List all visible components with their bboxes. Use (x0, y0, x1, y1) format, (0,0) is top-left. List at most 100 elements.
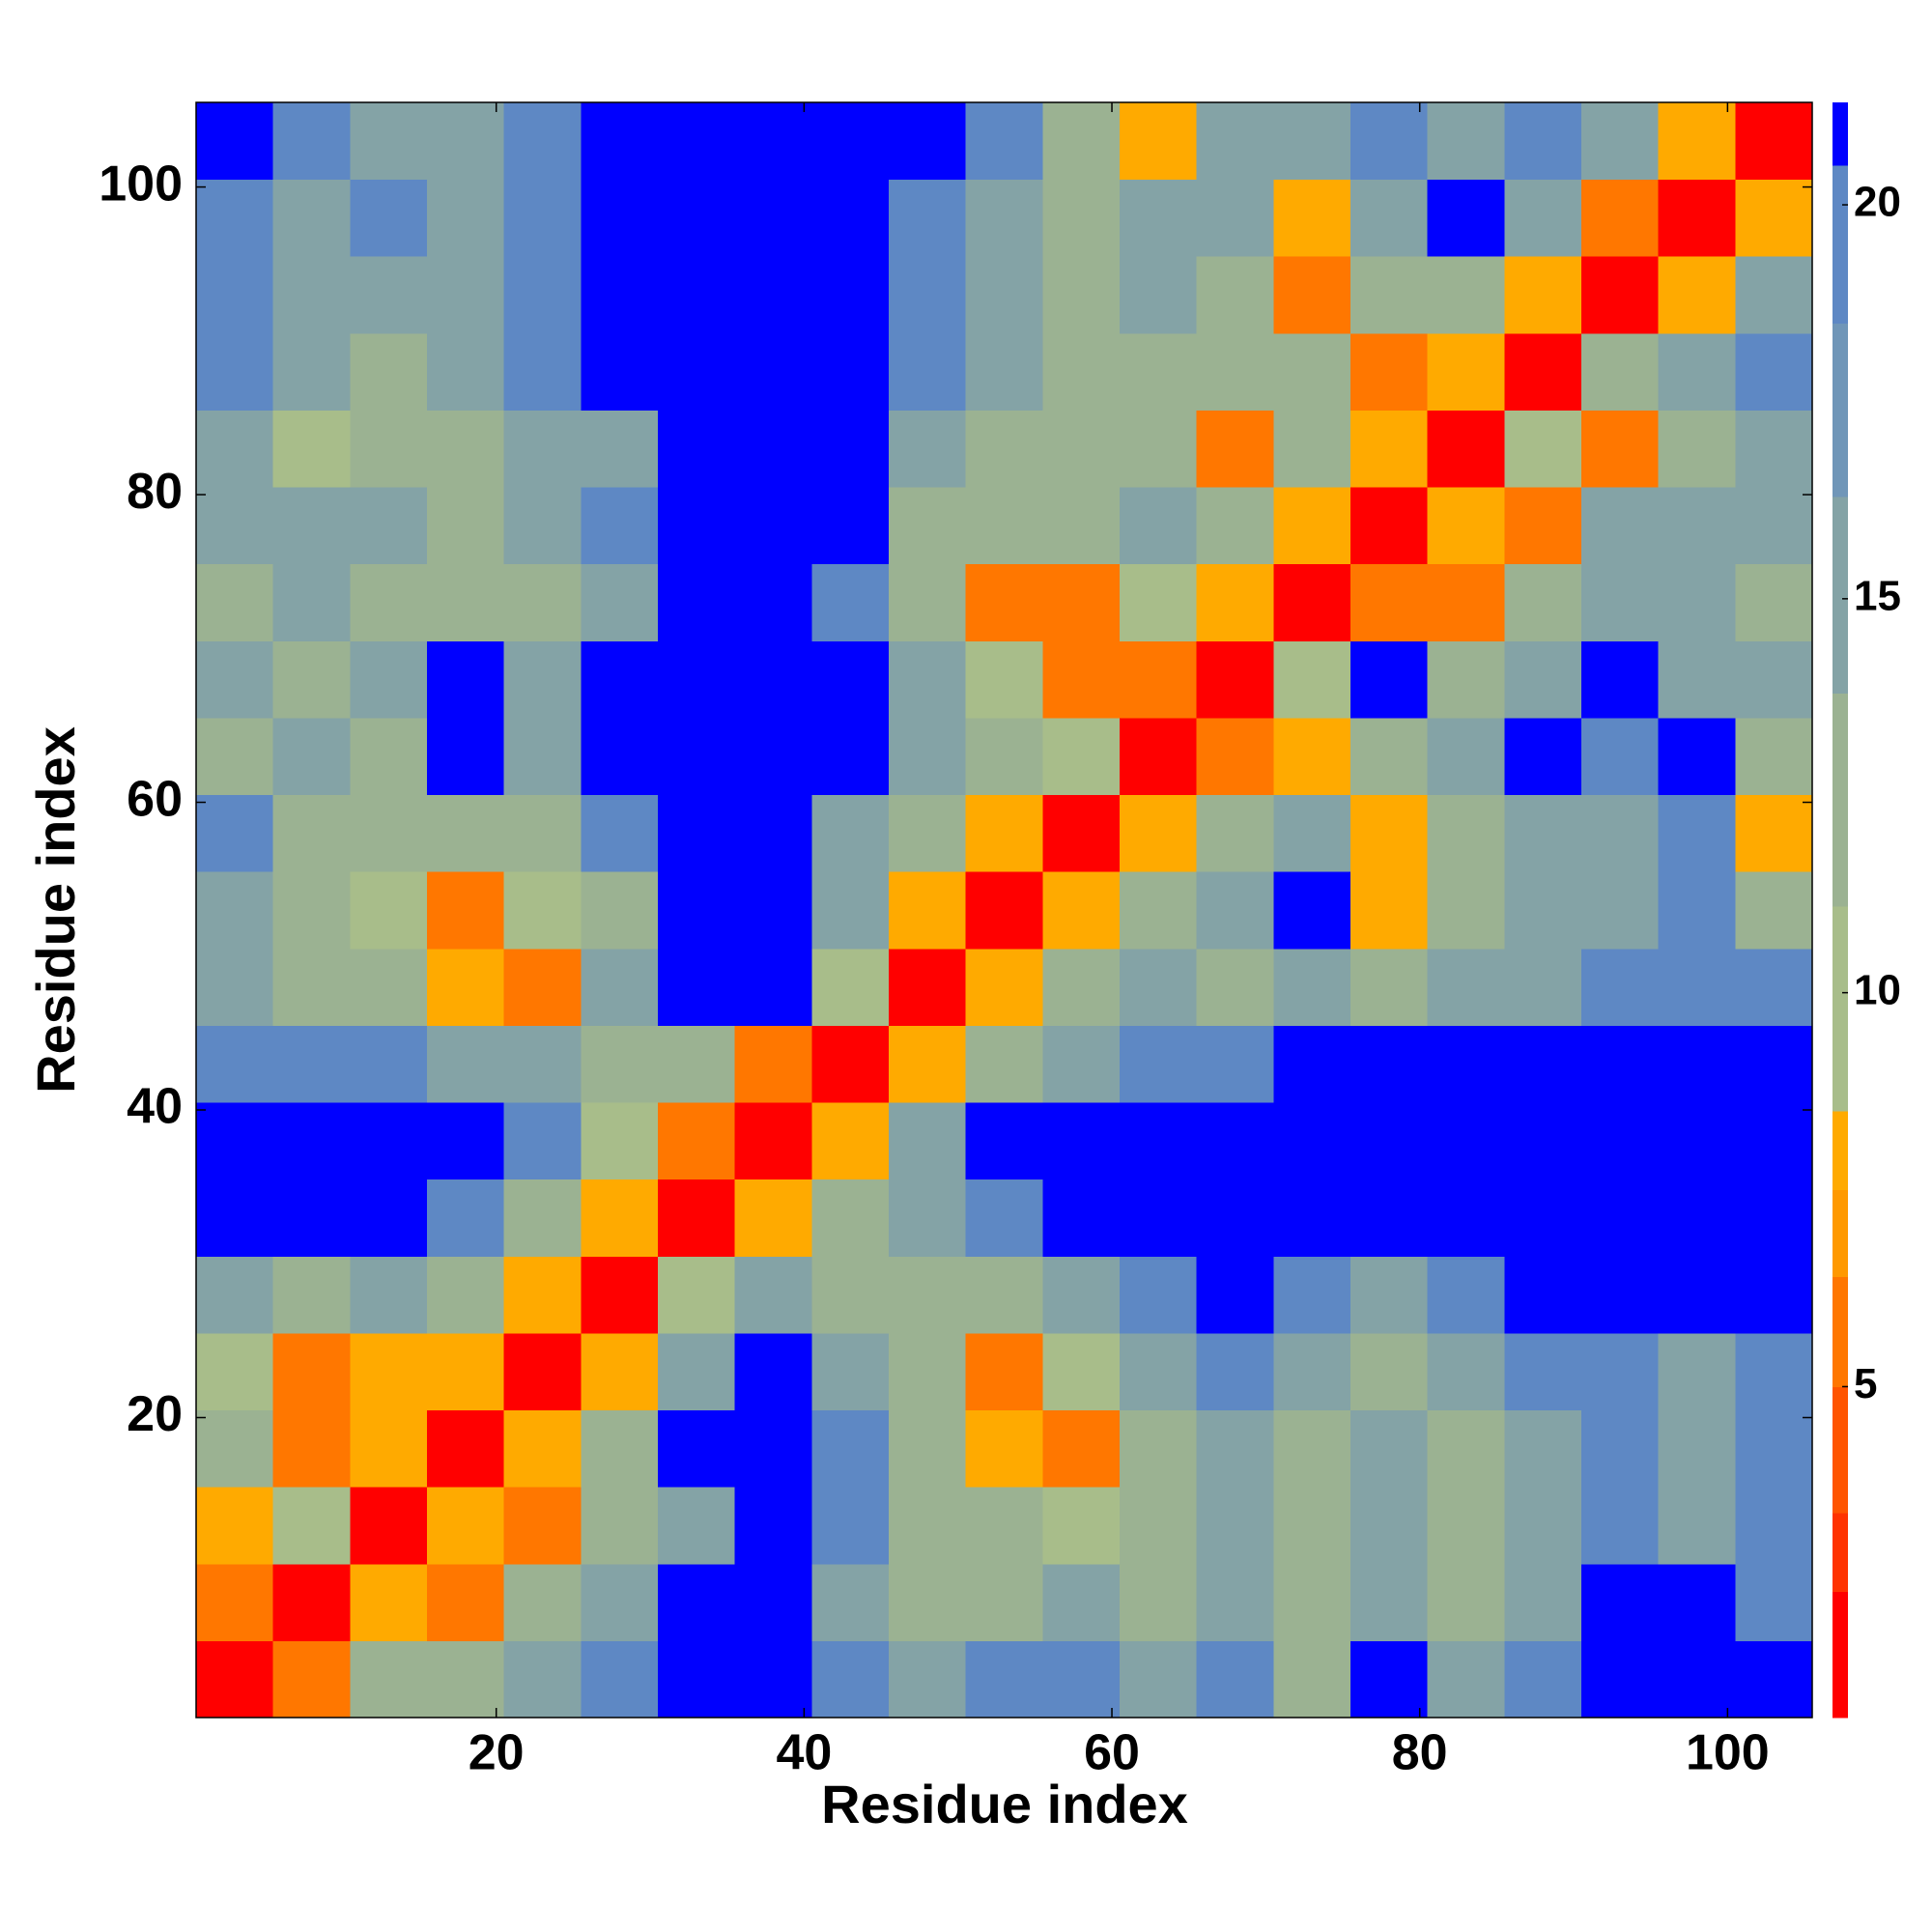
heatmap-cell (196, 563, 274, 641)
heatmap-cell (1735, 871, 1813, 950)
heatmap-cell (1120, 563, 1198, 641)
heatmap-cell (1658, 1640, 1736, 1719)
heatmap-cell (1427, 948, 1505, 1026)
heatmap-cell (1042, 487, 1121, 565)
heatmap-cell (734, 1256, 812, 1334)
heatmap-cell (811, 1640, 890, 1719)
heatmap-cell (1427, 1025, 1505, 1103)
heatmap-cell (1427, 1487, 1505, 1565)
heatmap-cell (503, 487, 582, 565)
heatmap-cell (889, 332, 967, 411)
heatmap-cell (1658, 794, 1736, 872)
heatmap-cell (350, 410, 428, 488)
heatmap-cell (350, 948, 428, 1026)
heatmap-cell (503, 563, 582, 641)
heatmap-cell (581, 487, 659, 565)
heatmap-cell (1350, 1179, 1429, 1257)
heatmap-cell (811, 1179, 890, 1257)
heatmap-cell (811, 1409, 890, 1488)
heatmap-cell (350, 563, 428, 641)
heatmap-cell (1120, 256, 1198, 334)
heatmap-cell (1735, 1409, 1813, 1488)
heatmap-cell (196, 1409, 274, 1488)
heatmap-cell (1196, 794, 1274, 872)
heatmap-cell (734, 1487, 812, 1565)
heatmap-cell (1350, 640, 1429, 719)
heatmap-cell (1735, 1179, 1813, 1257)
heatmap-cell (658, 640, 736, 719)
heatmap-cell (1427, 102, 1505, 181)
heatmap-cell (272, 948, 351, 1026)
heatmap-cell (734, 794, 812, 872)
heatmap-cell (1350, 256, 1429, 334)
heatmap-cell (658, 1332, 736, 1411)
colorbar-band (1833, 1512, 1848, 1593)
heatmap-cell (734, 1332, 812, 1411)
heatmap-cell (734, 487, 812, 565)
colorbar-band (1833, 1591, 1848, 1719)
heatmap-cell (196, 871, 274, 950)
heatmap-cell (503, 948, 582, 1026)
heatmap-cell (965, 256, 1043, 334)
heatmap-cell (965, 1409, 1043, 1488)
heatmap-cell (581, 1640, 659, 1719)
heatmap-cell (503, 332, 582, 411)
heatmap-cell (1658, 1102, 1736, 1180)
colorbar-band (1833, 496, 1848, 695)
heatmap-cell (1504, 256, 1582, 334)
heatmap-cell (1581, 640, 1660, 719)
heatmap-cell (1350, 871, 1429, 950)
heatmap-cell (272, 1640, 351, 1719)
colorbar-band (1833, 323, 1848, 497)
heatmap-cell (1658, 256, 1736, 334)
heatmap-cell (1273, 1332, 1351, 1411)
heatmap-cell (427, 256, 505, 334)
y-tick-label: 100 (99, 156, 183, 212)
heatmap-cell (196, 179, 274, 257)
heatmap-cell (1658, 948, 1736, 1026)
heatmap-cell (427, 332, 505, 411)
heatmap-cell (1042, 1487, 1121, 1565)
heatmap-cell (1581, 1640, 1660, 1719)
heatmap-cell (350, 640, 428, 719)
heatmap-cell (734, 1179, 812, 1257)
heatmap-cell (1196, 1025, 1274, 1103)
heatmap-cell (1120, 1025, 1198, 1103)
heatmap-cell (272, 410, 351, 488)
heatmap-cell (503, 1332, 582, 1411)
heatmap-cell (1504, 794, 1582, 872)
heatmap-cell (658, 102, 736, 181)
heatmap-cell (1042, 1332, 1121, 1411)
heatmap-cell (1504, 1102, 1582, 1180)
heatmap-cell (581, 332, 659, 411)
heatmap-cell (889, 179, 967, 257)
heatmap-cell (1581, 410, 1660, 488)
y-tick-label: 20 (127, 1386, 183, 1442)
heatmap-cell (1427, 1332, 1505, 1411)
heatmap-cell (1658, 640, 1736, 719)
heatmap-cell (1042, 563, 1121, 641)
heatmap-cell (272, 179, 351, 257)
colorbar-band (1833, 102, 1848, 166)
x-axis-label: Residue index (821, 1774, 1188, 1834)
heatmap-cell (1120, 948, 1198, 1026)
heatmap-cell (350, 1487, 428, 1565)
heatmap-cell (811, 640, 890, 719)
heatmap-cell (1120, 1256, 1198, 1334)
heatmap-cell (1120, 1332, 1198, 1411)
heatmap-cell (581, 179, 659, 257)
colorbar-band (1833, 1386, 1848, 1514)
heatmap-cell (196, 1102, 274, 1180)
heatmap-cell (350, 1563, 428, 1641)
heatmap-cell (1196, 563, 1274, 641)
heatmap-cell (1120, 1487, 1198, 1565)
heatmap-cell (1273, 794, 1351, 872)
heatmap-cell (658, 256, 736, 334)
heatmap-cell (965, 871, 1043, 950)
heatmap-cell (272, 563, 351, 641)
heatmap-cell (1196, 717, 1274, 796)
heatmap-cell (581, 563, 659, 641)
colorbar-band (1833, 1189, 1848, 1277)
heatmap-cell (889, 948, 967, 1026)
